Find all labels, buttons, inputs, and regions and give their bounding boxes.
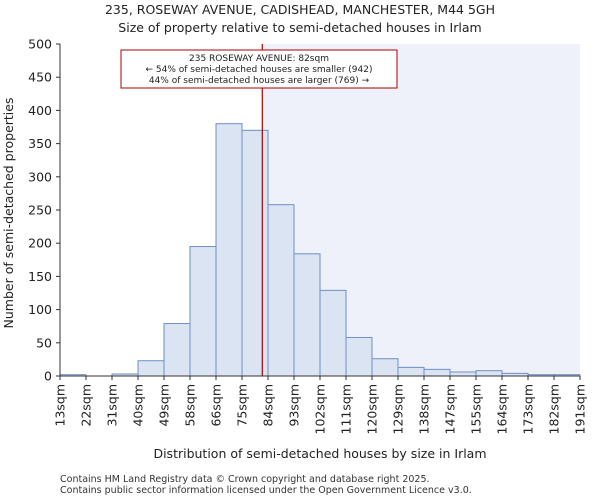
y-tick-label: 200	[28, 236, 52, 251]
bar-102sqm	[319, 289, 347, 377]
bar-138sqm	[423, 368, 451, 377]
x-tick-label: 191sqm	[573, 384, 588, 434]
annotation-line-3: 44% of semi-detached houses are larger (…	[149, 76, 370, 86]
bar-49sqm	[163, 323, 191, 377]
x-tick-label: 164sqm	[495, 384, 510, 434]
x-tick-label: 40sqm	[131, 384, 146, 427]
annotation-box: 235 ROSEWAY AVENUE: 82sqm ← 54% of semi-…	[120, 49, 398, 89]
x-tick-label: 147sqm	[443, 384, 458, 434]
bar-120sqm	[371, 358, 399, 377]
x-tick-label: 120sqm	[365, 384, 380, 434]
x-tick-label: 138sqm	[417, 384, 432, 434]
x-tick-label: 66sqm	[209, 384, 224, 427]
bar-58sqm	[189, 246, 217, 377]
annotation-border	[120, 49, 398, 89]
y-tick-label: 500	[28, 37, 52, 52]
x-tick-label: 22sqm	[79, 384, 94, 427]
y-tick-label: 0	[44, 369, 52, 384]
y-tick-label: 50	[36, 335, 52, 350]
x-tick-label: 31sqm	[105, 384, 120, 427]
chart-subtitle: Size of property relative to semi-detach…	[118, 20, 481, 35]
x-tick-label: 129sqm	[391, 384, 406, 434]
bar-111sqm	[345, 336, 373, 377]
y-tick-label: 350	[28, 136, 52, 151]
y-tick-label: 100	[28, 302, 52, 317]
x-tick-label: 182sqm	[547, 384, 562, 434]
y-tick-label: 150	[28, 269, 52, 284]
x-tick-label: 111sqm	[339, 384, 354, 434]
x-axis-ticks: 13sqm 22sqm 31sqm 40sqm 49sqm 58sqm 66sqm 75sqm…	[53, 376, 588, 434]
footer-line-1: Contains HM Land Registry data © Crown c…	[60, 474, 430, 485]
bar-93sqm	[293, 253, 321, 377]
y-tick-label: 400	[28, 103, 52, 118]
bar-40sqm	[137, 360, 165, 377]
x-axis-label: Distribution of semi-detached houses by …	[153, 446, 486, 461]
bar-84sqm	[267, 204, 295, 377]
y-axis-label: Number of semi-detached properties	[1, 98, 16, 329]
chart-title: 235, ROSEWAY AVENUE, CADISHEAD, MANCHEST…	[105, 2, 495, 17]
annotation-line-1: 235 ROSEWAY AVENUE: 82sqm	[189, 54, 329, 64]
x-tick-label: 173sqm	[521, 384, 536, 434]
bars	[59, 123, 581, 377]
y-tick-label: 300	[28, 169, 52, 184]
y-tick-label: 250	[28, 203, 52, 218]
y-tick-label: 450	[28, 70, 52, 85]
x-tick-label: 49sqm	[157, 384, 172, 427]
x-tick-label: 13sqm	[53, 384, 68, 427]
x-tick-label: 84sqm	[261, 384, 276, 427]
x-tick-label: 93sqm	[287, 384, 302, 427]
bar-66sqm	[215, 123, 243, 377]
y-axis-ticks: 0 50 100 150 200 250 300 350 400 450 500	[28, 37, 60, 384]
x-tick-label: 102sqm	[313, 384, 328, 434]
x-tick-label: 75sqm	[235, 384, 250, 427]
annotation-line-2: ← 54% of semi-detached houses are smalle…	[146, 65, 373, 75]
bar-75sqm	[241, 129, 269, 377]
bar-155sqm	[475, 370, 503, 377]
bar-147sqm	[449, 371, 477, 377]
x-tick-label: 155sqm	[469, 384, 484, 434]
bar-129sqm	[397, 366, 425, 377]
x-tick-label: 58sqm	[183, 384, 198, 427]
footer-line-2: Contains public sector information licen…	[60, 485, 472, 496]
